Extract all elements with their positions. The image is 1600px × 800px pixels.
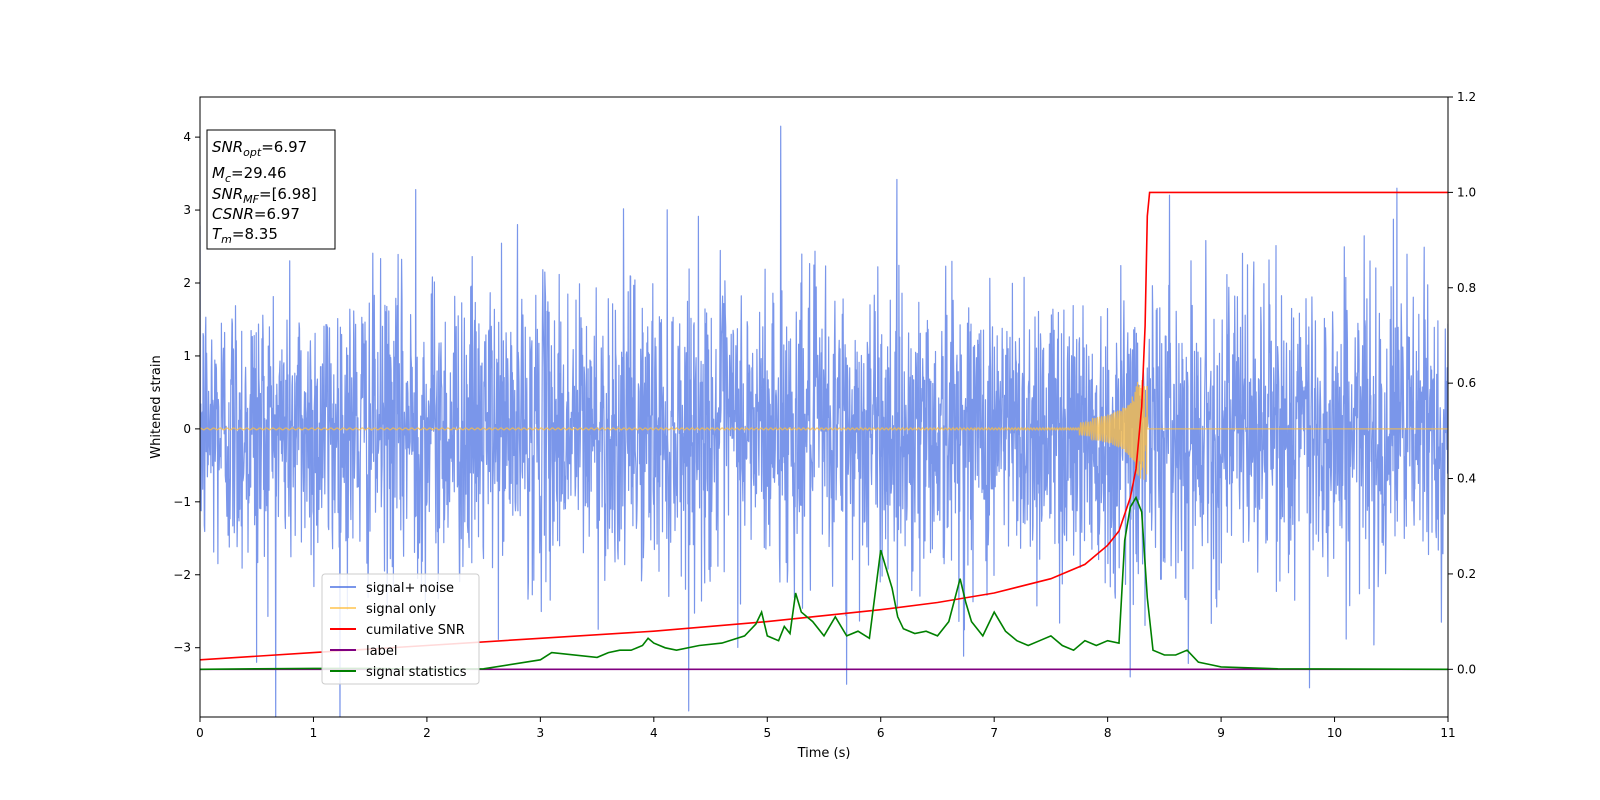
signal-only-series <box>200 379 1448 480</box>
x-tick-label: 3 <box>537 726 545 740</box>
y-right-tick-label: 1.2 <box>1457 90 1476 104</box>
x-tick-label: 2 <box>423 726 431 740</box>
signal-noise-series <box>200 125 1448 717</box>
x-axis: 0 1 2 3 4 5 6 7 8 9 10 11 <box>196 717 1456 740</box>
y-right-tick-label: 0.8 <box>1457 281 1476 295</box>
info-snr-opt: SNRopt=6.97 <box>212 138 307 159</box>
info-tm: Tm=8.35 <box>212 225 278 246</box>
y-left-tick-label: 4 <box>183 130 191 144</box>
x-tick-label: 6 <box>877 726 885 740</box>
y-right-tick-label: 0.0 <box>1457 662 1476 676</box>
y-right-tick-label: 1.0 <box>1457 185 1476 199</box>
y-left-tick-label: 3 <box>183 203 191 217</box>
plot-frame <box>199 96 1449 718</box>
y-axis-left: −3 −2 −1 0 1 2 3 4 <box>173 130 200 655</box>
x-tick-label: 0 <box>196 726 204 740</box>
y-left-tick-label: −3 <box>173 641 191 655</box>
legend-label-cumulative-snr: cumilative SNR <box>366 623 465 638</box>
info-csnr: CSNR=6.97 <box>212 205 300 223</box>
y-right-tick-label: 0.4 <box>1457 472 1476 486</box>
y-left-tick-label: −2 <box>173 568 191 582</box>
legend-label-signal-statistics: signal statistics <box>366 665 467 680</box>
x-tick-label: 9 <box>1217 726 1225 740</box>
legend-label-signal-noise: signal+ noise <box>366 581 454 596</box>
y-right-tick-label: 0.6 <box>1457 376 1476 390</box>
x-tick-label: 7 <box>990 726 998 740</box>
x-tick-label: 1 <box>310 726 318 740</box>
x-tick-label: 5 <box>763 726 771 740</box>
cumulative-snr-series <box>200 191 1448 661</box>
y-left-tick-label: 1 <box>183 349 191 363</box>
y-right-tick-label: 0.2 <box>1457 567 1476 581</box>
y-left-tick-label: 2 <box>183 276 191 290</box>
x-tick-label: 4 <box>650 726 658 740</box>
x-axis-label: Time (s) <box>797 746 851 761</box>
y-left-tick-label: 0 <box>183 422 191 436</box>
y-left-tick-label: −1 <box>173 495 191 509</box>
info-mc: Mc=29.46 <box>212 164 287 185</box>
legend: signal+ noise signal only cumilative SNR… <box>321 573 480 685</box>
legend-label-signal-only: signal only <box>366 602 436 617</box>
y-axis-label: Whitened strain <box>149 355 164 458</box>
x-tick-label: 8 <box>1104 726 1112 740</box>
x-tick-label: 10 <box>1327 726 1342 740</box>
signal-statistics-series <box>200 495 1448 671</box>
x-tick-label: 11 <box>1440 726 1455 740</box>
legend-label-label: label <box>366 644 397 659</box>
info-box: SNRopt=6.97 Mc=29.46 SNRMF=[6.98] CSNR=6… <box>206 129 336 250</box>
y-axis-right: 0.0 0.2 0.4 0.6 0.8 1.0 1.2 <box>1448 90 1476 676</box>
info-snr-mf: SNRMF=[6.98] <box>212 185 317 206</box>
